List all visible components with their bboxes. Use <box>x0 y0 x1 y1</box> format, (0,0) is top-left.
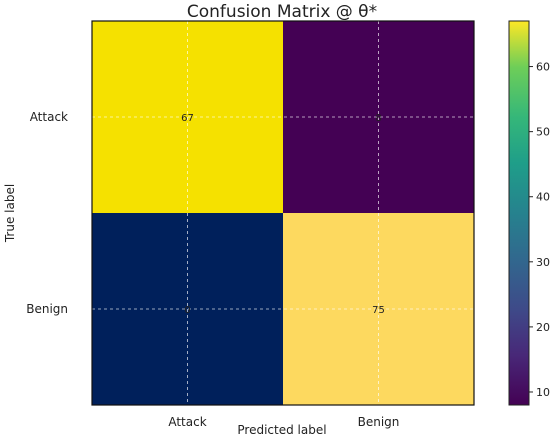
chart-title: Confusion Matrix @ θ* <box>187 2 377 22</box>
plot-frame <box>91 20 475 406</box>
x-axis-label: Predicted label <box>237 423 326 437</box>
x-tick-label: Attack <box>168 415 206 429</box>
cell-value-label: 0 <box>184 305 190 316</box>
y-axis-label: True label <box>3 184 17 243</box>
colorbar-tick-label: 40 <box>536 191 550 204</box>
colorbar <box>508 20 530 406</box>
x-tick-label: Benign <box>358 415 400 429</box>
colorbar-tick-label: 50 <box>536 126 550 139</box>
cell-value-label: 8 <box>375 113 381 124</box>
y-tick-label: Benign <box>26 302 68 316</box>
colorbar-tick-label: 20 <box>536 321 550 334</box>
cell-value-label: 67 <box>181 113 194 124</box>
colorbar-tick-label: 30 <box>536 256 550 269</box>
colorbar-tick-label: 60 <box>536 61 550 74</box>
colorbar-tick-label: 10 <box>536 386 550 399</box>
cell-value-label: 75 <box>372 305 385 316</box>
y-tick-label: Attack <box>30 110 68 124</box>
